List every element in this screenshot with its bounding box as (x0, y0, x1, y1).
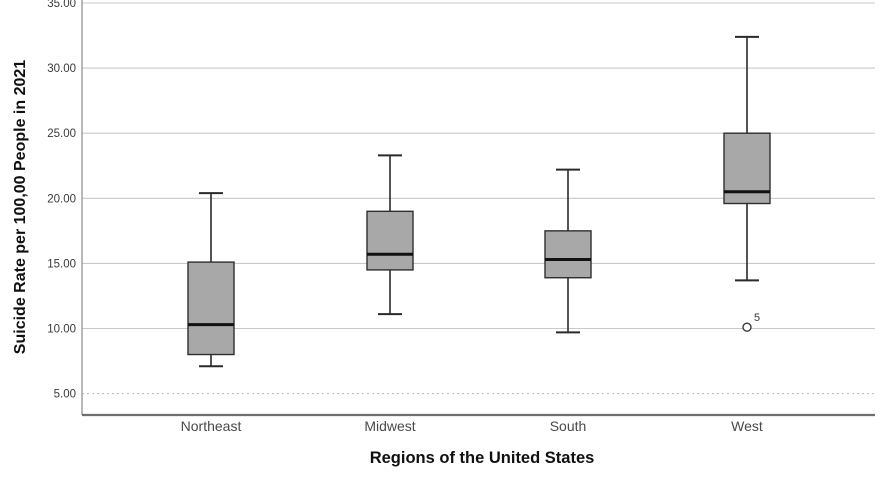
y-tick-label: 30.00 (47, 63, 76, 75)
category-label: Northeast (181, 418, 242, 434)
y-tick-label: 25.00 (47, 128, 76, 140)
y-tick-label: 15.00 (47, 258, 76, 270)
x-axis-title: Regions of the United States (369, 449, 595, 467)
outlier-label: 5 (754, 312, 760, 324)
iqr-box (544, 230, 592, 279)
category-label: Midwest (364, 418, 415, 434)
y-tick-label: 20.00 (47, 193, 76, 205)
y-tick-label: 35.00 (47, 0, 76, 10)
iqr-box (187, 261, 235, 356)
category-label: West (731, 418, 763, 434)
category-label: South (550, 418, 587, 434)
y-axis-title: Suicide Rate per 100,00 People in 2021 (12, 59, 29, 355)
y-tick-label: 5.00 (54, 389, 76, 401)
outlier-point (742, 322, 752, 332)
y-tick-label: 10.00 (47, 324, 76, 336)
iqr-box (366, 210, 414, 271)
